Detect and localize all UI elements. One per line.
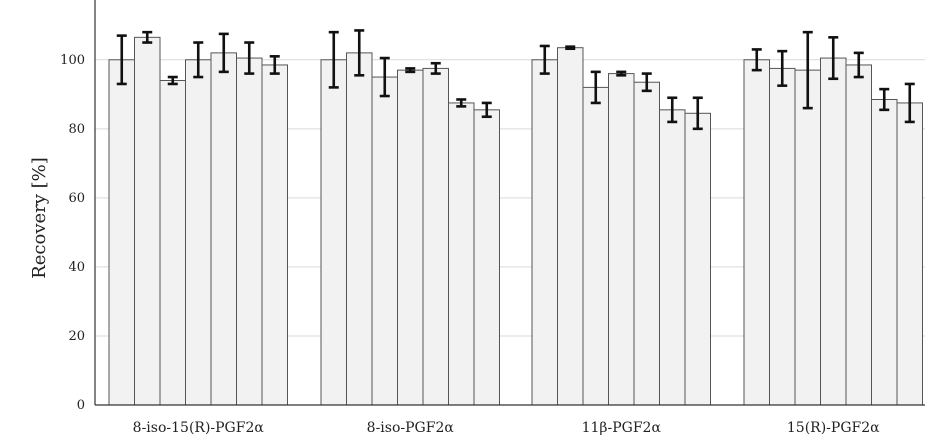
error-bar-g1-b2 xyxy=(142,30,153,44)
bar-g1-b7 xyxy=(261,64,288,406)
y-tick-label-100: 100 xyxy=(60,53,85,68)
bar-g3-b7 xyxy=(684,112,711,406)
bar-g3-b5 xyxy=(633,81,660,406)
error-bar-g4-b6 xyxy=(879,87,890,112)
bar-g1-b2 xyxy=(134,36,161,406)
error-bar-g3-b6 xyxy=(667,96,678,124)
error-bar-g3-b5 xyxy=(641,72,652,93)
y-axis-title: Recovery [%] xyxy=(29,157,50,279)
error-bar-g4-b1 xyxy=(751,48,762,72)
bar-g2-b6 xyxy=(448,102,475,406)
x-category-label-2: 8-iso-PGF2α xyxy=(367,420,455,436)
error-bars xyxy=(116,29,915,131)
x-category-label-1: 8-iso-15(R)-PGF2α xyxy=(133,420,265,436)
y-tick-label-80: 80 xyxy=(68,122,85,137)
bar-g2-b7 xyxy=(473,109,500,406)
bar-g3-b4 xyxy=(608,73,635,406)
error-bar-g4-b4 xyxy=(828,36,839,81)
bar-g3-b1 xyxy=(531,59,558,406)
bar-g4-b4 xyxy=(820,57,847,406)
y-tick-label-40: 40 xyxy=(68,260,85,275)
error-bar-g4-b2 xyxy=(777,49,788,87)
error-bar-g1-b1 xyxy=(116,34,127,86)
error-bar-g2-b2 xyxy=(354,29,365,77)
error-bar-g2-b7 xyxy=(481,101,492,119)
x-category-label-3: 11β-PGF2α xyxy=(582,420,662,436)
labels: 0 20 40 60 80 100 8-iso-15(R)-PGF2α 8-iso-PGF2α… xyxy=(60,53,880,436)
bar-g4-b3 xyxy=(794,69,821,406)
bar-g4-b1 xyxy=(743,59,770,406)
bar-g1-b5 xyxy=(210,52,237,406)
bar-g2-b1 xyxy=(320,59,347,406)
error-bar-g3-b7 xyxy=(692,96,703,131)
bars xyxy=(108,36,923,406)
y-tick-label-20: 20 xyxy=(68,329,85,344)
bar-g1-b6 xyxy=(236,57,263,406)
bar-g3-b2 xyxy=(557,47,584,406)
error-bar-g1-b4 xyxy=(193,41,204,79)
y-tick-label-60: 60 xyxy=(68,191,85,206)
error-bar-g4-b5 xyxy=(853,51,864,79)
error-bar-g2-b3 xyxy=(379,56,390,98)
bar-g1-b3 xyxy=(159,79,186,406)
error-bar-g3-b4 xyxy=(616,70,627,77)
bar-g2-b2 xyxy=(346,52,373,406)
bar-g3-b3 xyxy=(582,86,609,406)
error-bar-g1-b7 xyxy=(269,55,280,75)
bar-g2-b4 xyxy=(397,69,424,406)
bar-g4-b2 xyxy=(769,67,796,406)
error-bar-g3-b1 xyxy=(539,44,550,75)
bar-g1-b4 xyxy=(185,59,212,406)
x-category-label-4: 15(R)-PGF2α xyxy=(787,420,880,436)
error-bar-g4-b3 xyxy=(802,30,813,110)
bar-g2-b5 xyxy=(422,67,449,406)
error-bar-g2-b5 xyxy=(430,61,441,75)
error-bar-g2-b6 xyxy=(456,98,467,108)
bar-g2-b3 xyxy=(371,76,398,406)
error-bar-g3-b3 xyxy=(590,70,601,105)
y-tick-label-0: 0 xyxy=(77,398,85,413)
error-bar-g3-b2 xyxy=(565,45,576,51)
bar-g4-b5 xyxy=(845,64,872,406)
error-bar-g1-b6 xyxy=(244,41,255,75)
bar-g1-b1 xyxy=(108,59,135,406)
error-bar-g1-b5 xyxy=(218,32,229,74)
error-bar-g1-b3 xyxy=(167,75,178,86)
error-bar-g2-b1 xyxy=(328,30,339,89)
axes xyxy=(94,0,925,406)
bar-g4-b6 xyxy=(871,98,898,406)
error-bar-g4-b7 xyxy=(904,82,915,124)
bar-g4-b7 xyxy=(896,102,923,406)
bar-g3-b6 xyxy=(659,109,686,406)
error-bar-g2-b4 xyxy=(405,67,416,74)
